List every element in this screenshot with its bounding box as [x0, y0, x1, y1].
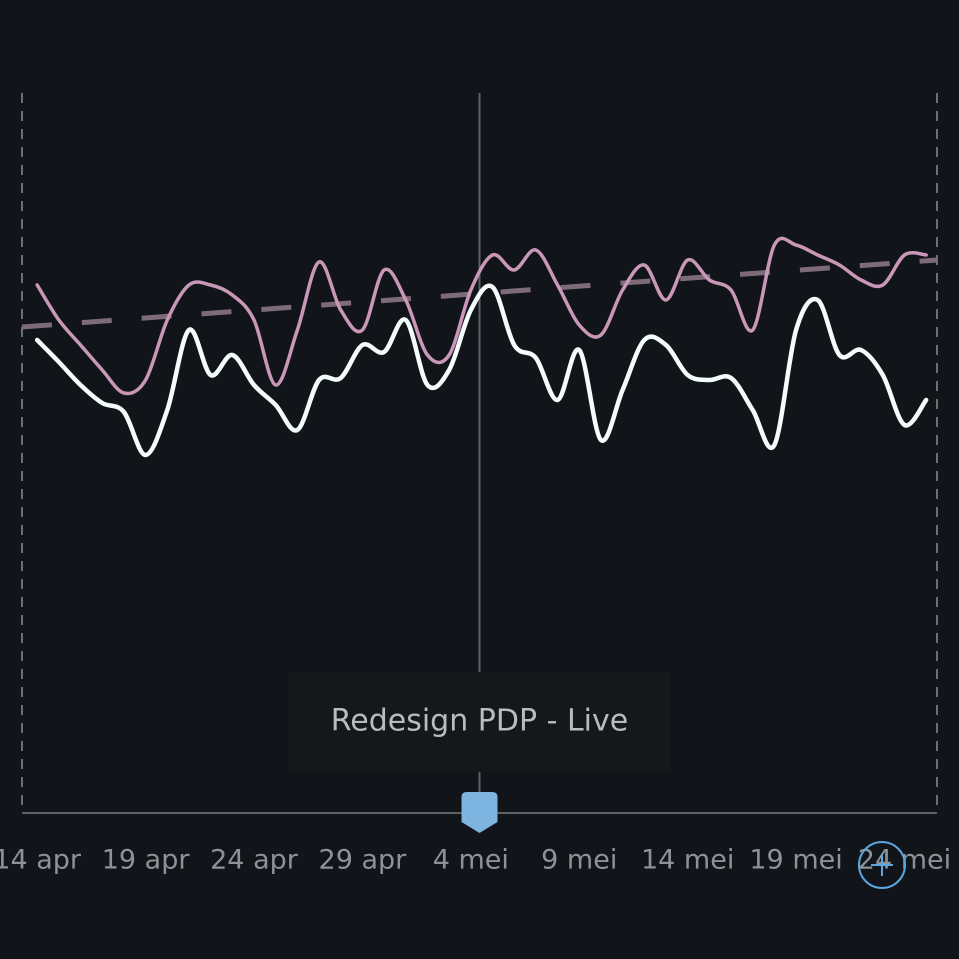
annotation-box — [289, 672, 670, 772]
x-tick-label: 14 mei — [641, 845, 734, 876]
x-tick-label: 9 mei — [541, 845, 617, 876]
x-tick-label: 24 apr — [210, 845, 299, 876]
series-line — [34, 283, 929, 458]
plot-area: Redesign PDP - Live 14 apr 19 apr 24 apr 29 … — [0, 93, 951, 876]
add-icon — [871, 854, 893, 876]
add-button[interactable] — [858, 841, 906, 889]
x-tick-label: 19 apr — [102, 845, 191, 876]
x-tick-label: 14 apr — [0, 845, 82, 876]
annotation-label: Redesign PDP - Live — [331, 704, 628, 739]
series-line — [35, 236, 928, 396]
annotation-marker — [461, 792, 498, 833]
x-tick-label: 29 apr — [319, 845, 408, 876]
x-tick-label: 4 mei — [433, 845, 509, 876]
x-tick-label: 19 mei — [749, 845, 842, 876]
